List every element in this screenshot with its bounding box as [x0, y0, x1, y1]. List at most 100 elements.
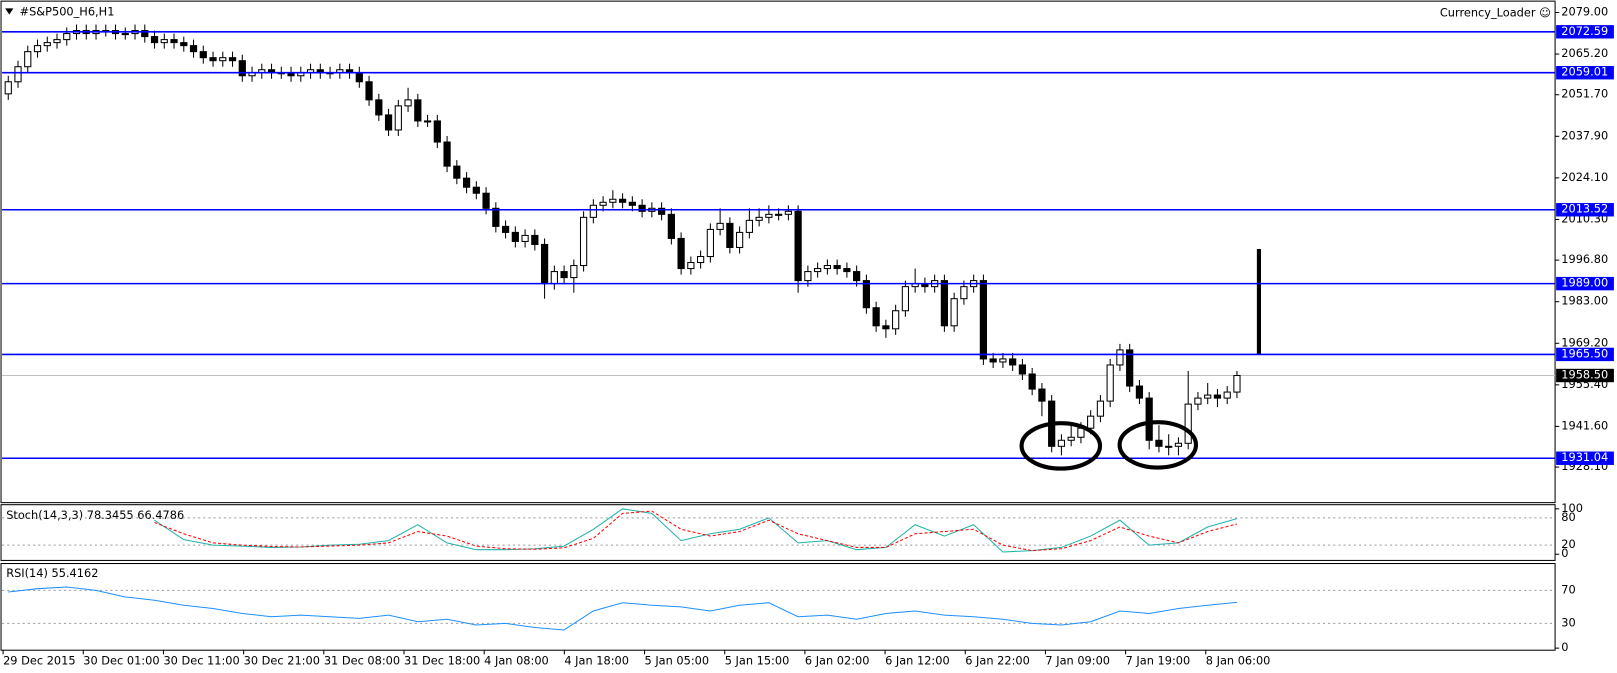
dropdown-icon[interactable] [5, 8, 14, 15]
x-tick-label: 7 Jan 19:00 [1126, 654, 1191, 668]
x-tick-label: 30 Dec 01:00 [83, 654, 159, 668]
candle-body [628, 201, 636, 206]
candle-body [775, 213, 783, 216]
y-tick-label: 2079.00 [1561, 4, 1608, 18]
x-tick-label: 7 Jan 09:00 [1045, 654, 1110, 668]
candle-body [1184, 403, 1192, 444]
y-tick-label: 30 [1561, 615, 1575, 629]
x-tick-label: 6 Jan 22:00 [965, 654, 1030, 668]
candle-body [989, 358, 997, 363]
candle-body [843, 268, 851, 273]
y-tick-label: 0 [1561, 546, 1568, 560]
candle-body [853, 271, 861, 282]
candle-body [453, 165, 461, 179]
candle-body [14, 66, 22, 83]
candle-body [765, 213, 773, 218]
y-tick-label: 80 [1561, 510, 1575, 524]
candle-body [1067, 436, 1075, 441]
candle-body [238, 60, 246, 77]
candle-body [960, 286, 968, 300]
x-tick-label: 6 Jan 02:00 [805, 654, 870, 668]
current-price-box [1556, 368, 1614, 383]
x-tick-label: 6 Jan 12:00 [885, 654, 950, 668]
x-tick-label: 5 Jan 05:00 [645, 654, 710, 668]
candle-body [1135, 385, 1144, 399]
y-tick-label: 70 [1561, 582, 1575, 596]
x-tick-label: 8 Jan 06:00 [1206, 654, 1271, 668]
candle-body [550, 271, 558, 285]
candle-body [560, 271, 568, 279]
level-label: 2072.59 [1561, 24, 1608, 38]
stoch-title: Stoch(14,3,3) 78.3455 66.4786 [6, 508, 184, 522]
y-tick-label: 1983.00 [1561, 294, 1608, 308]
y-tick-label: 1996.80 [1561, 252, 1608, 266]
candle-body [1155, 439, 1163, 447]
candle-body [43, 42, 51, 47]
candle-body [24, 51, 32, 68]
level-label: 2013.52 [1561, 202, 1608, 216]
candle-body [199, 51, 207, 59]
candle-body [901, 286, 910, 312]
y-tick-label: 2051.70 [1561, 87, 1608, 101]
candle-body [1028, 373, 1036, 390]
candle-body [365, 81, 373, 101]
candle-body [1174, 442, 1183, 447]
candle-body [219, 57, 227, 62]
indicator-name: Currency_Loader ☺ [1440, 6, 1551, 20]
candle-body [33, 45, 42, 53]
candle-body [940, 280, 949, 327]
y-tick-label: 2037.90 [1561, 128, 1608, 142]
level-label: 1989.00 [1561, 276, 1608, 290]
candle-body [53, 39, 61, 44]
candle-body [784, 210, 792, 215]
candle-body [609, 198, 617, 203]
rsi-title: RSI(14) 55.4162 [6, 566, 98, 580]
candle-body [492, 207, 500, 227]
level-label: 1931.04 [1561, 450, 1608, 464]
candle-body [209, 57, 217, 62]
current-price-label: 1958.50 [1561, 368, 1608, 382]
y-tick-label: 2024.10 [1561, 170, 1608, 184]
candle-body [950, 298, 958, 327]
highlight-ellipse [1117, 420, 1199, 470]
candle-body [892, 310, 900, 330]
level-box [1556, 347, 1614, 362]
candle-body [394, 105, 402, 131]
candle-body [726, 222, 734, 248]
candle-body [531, 234, 539, 245]
candle-body [150, 36, 159, 44]
candle-body [794, 210, 802, 282]
candle-body [1018, 364, 1027, 375]
candle-body [599, 201, 607, 206]
candle-body [862, 280, 871, 309]
candle-body [1194, 397, 1202, 405]
candle-body [999, 358, 1007, 363]
candle-body [882, 325, 890, 330]
candle-body [1165, 445, 1173, 448]
indicator-line [8, 586, 1237, 631]
candle-body [618, 198, 627, 203]
candle-body [1077, 427, 1085, 438]
candle-body [121, 33, 129, 36]
candle-body [872, 307, 880, 327]
x-tick-label: 30 Dec 21:00 [244, 654, 320, 668]
candle-body [511, 231, 519, 242]
candle-body [1009, 358, 1017, 366]
candle-body [687, 262, 695, 270]
level-box [1556, 451, 1614, 465]
candle-body [667, 213, 675, 239]
price-panel [0, 0, 1556, 504]
level-box [1556, 66, 1614, 80]
candle-body [1038, 388, 1046, 402]
indicator-line [154, 508, 1238, 553]
candle-body [443, 141, 451, 167]
candle-body [697, 255, 705, 264]
candle-body [180, 42, 188, 47]
candle-body [160, 39, 168, 44]
candle-body [170, 39, 178, 44]
candle-body [501, 225, 510, 233]
candle-body [814, 268, 822, 273]
candle-body [1057, 439, 1066, 447]
candle-body [141, 30, 149, 38]
candle-body [716, 222, 724, 230]
